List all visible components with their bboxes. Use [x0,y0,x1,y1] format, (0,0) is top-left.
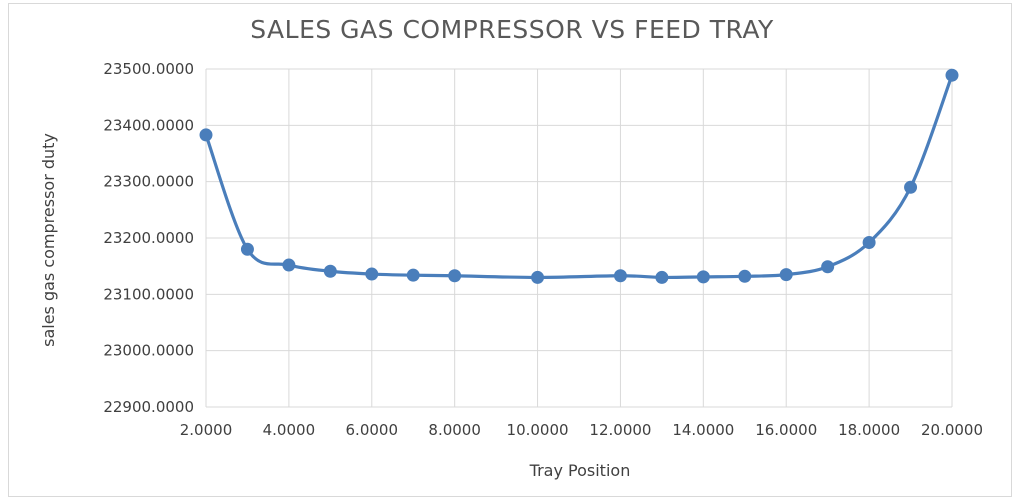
y-tick-label: 23000.0000 [103,342,194,360]
data-point [323,264,337,278]
data-point [406,268,420,282]
x-tick-label: 12.0000 [589,421,651,439]
data-point [779,268,793,282]
y-tick-label: 23200.0000 [103,229,194,247]
chart-frame [8,3,1012,497]
data-point [655,270,669,284]
x-tick-label: 2.0000 [180,421,233,439]
data-point [199,128,213,142]
y-tick-label: 23500.0000 [103,60,194,78]
data-point [738,269,752,283]
data-point [365,267,379,281]
data-point [282,258,296,272]
data-point [862,236,876,250]
data-point [531,270,545,284]
y-axis-ticks: 23500.0000 23400.0000 23300.0000 23200.0000… [103,60,194,416]
x-tick-label: 14.0000 [672,421,734,439]
x-tick-label: 4.0000 [263,421,316,439]
x-axis-ticks: 2.0000 4.0000 6.0000 8.0000 10.0000 12.0000 14… [180,421,983,439]
y-axis-label: sales gas compressor duty [39,133,58,347]
x-tick-label: 20.0000 [921,421,983,439]
data-point [448,269,462,283]
y-tick-label: 23400.0000 [103,116,194,134]
data-point [240,242,254,256]
x-tick-label: 10.0000 [507,421,569,439]
y-tick-label: 22900.0000 [103,398,194,416]
y-tick-label: 23300.0000 [103,173,194,191]
data-point [696,270,710,284]
series-line [204,74,954,280]
y-tick-label: 23100.0000 [103,285,194,303]
x-tick-label: 16.0000 [755,421,817,439]
data-point [821,260,835,274]
data-point [945,68,959,82]
x-tick-label: 18.0000 [838,421,900,439]
data-point [904,180,918,194]
chart-title: SALES GAS COMPRESSOR VS FEED TRAY [250,15,774,44]
gridlines [205,68,953,408]
x-tick-label: 6.0000 [346,421,399,439]
series-layer [199,68,959,284]
data-point [613,269,627,283]
x-axis-label: Tray Position [529,461,631,480]
x-tick-label: 8.0000 [428,421,481,439]
